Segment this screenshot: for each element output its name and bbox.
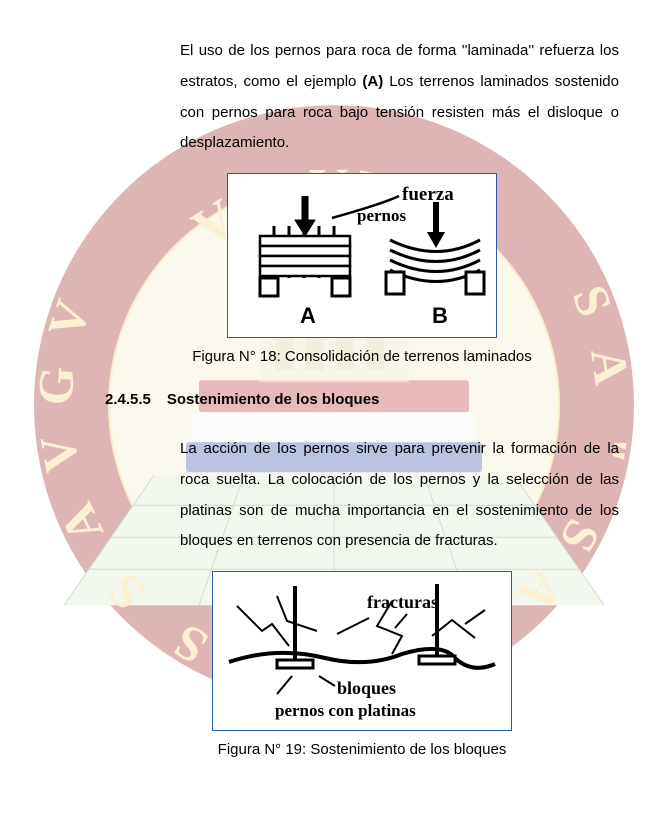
- para1-bold: (A): [362, 73, 383, 90]
- page-content: El uso de los pernos para roca de forma …: [0, 0, 667, 778]
- paragraph-1: El uso de los pernos para roca de forma …: [180, 36, 619, 159]
- label-fuerza: fuerza: [402, 184, 454, 205]
- label-fracturas: fracturas: [367, 592, 438, 612]
- figure-18-box: fuerza pernos: [227, 173, 497, 338]
- section-heading: 2.4.5.5 Sostenimiento de los bloques: [105, 391, 619, 408]
- figure-19-box: fracturas bloques pernos con platinas: [212, 571, 512, 731]
- label-B: B: [432, 303, 448, 328]
- section-number: 2.4.5.5: [105, 391, 151, 408]
- figure-18-caption: Figura N° 18: Consolidación de terrenos …: [105, 348, 619, 365]
- section-title: Sostenimiento de los bloques: [167, 391, 380, 408]
- label-bloques: bloques: [337, 678, 396, 698]
- label-pernos-platinas: pernos con platinas: [275, 701, 416, 720]
- paragraph-2: La acción de los pernos sirve para preve…: [180, 434, 619, 557]
- figure-19-caption: Figura N° 19: Sostenimiento de los bloqu…: [105, 741, 619, 758]
- label-A: A: [300, 303, 316, 328]
